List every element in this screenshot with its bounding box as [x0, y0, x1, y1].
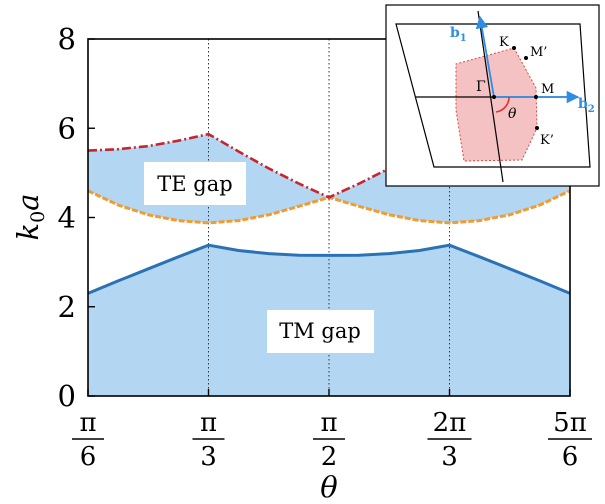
theta-arc — [495, 96, 510, 113]
y-tick-label: 6 — [58, 111, 76, 145]
te-gap-upper-boundary — [88, 132, 570, 199]
m-label: M — [541, 82, 554, 97]
te-gap-label: TE gap — [157, 172, 232, 196]
x-tick-denominator: 2 — [321, 442, 338, 472]
gamma-label: Γ — [476, 79, 486, 95]
b1-label: b1 — [450, 25, 467, 44]
x-tick-numerator: 2π — [433, 408, 467, 438]
x-tick-denominator: 6 — [80, 442, 97, 472]
brillouin-zone-inset: b1 b2 Γ K M’ M K’ θ — [385, 4, 600, 187]
y-tick-label: 0 — [58, 379, 76, 413]
te-gap-label-box — [144, 162, 246, 205]
x-tick-numerator: π — [200, 408, 217, 438]
x-axis-label: θ — [320, 470, 337, 504]
m-point — [534, 95, 538, 99]
y-tick-label: 8 — [58, 22, 76, 56]
k-prime-label: K’ — [540, 133, 554, 148]
tm-gap-upper-boundary — [88, 243, 570, 295]
y-tick-label: 4 — [58, 201, 76, 235]
theta-label: θ — [508, 106, 517, 122]
x-tick-numerator: π — [79, 408, 96, 438]
x-tick-denominator: 6 — [562, 442, 579, 472]
x-tick-numerator: 5π — [553, 408, 587, 438]
x-tick-denominator: 3 — [200, 442, 217, 472]
m-prime-label: M’ — [530, 45, 547, 60]
y-axis-label: k0a — [11, 194, 49, 241]
b2-label: b2 — [578, 96, 595, 115]
m-prime-point — [524, 56, 528, 60]
k-prime-point — [535, 126, 539, 130]
x-axis-ticks: π 6 π 3 π 2 2π 3 5π 6 — [72, 389, 592, 472]
tm-gap-label: TM gap — [279, 319, 361, 343]
inset-vertical-line — [477, 10, 504, 183]
k-point — [512, 46, 516, 50]
x-tick-denominator: 3 — [441, 442, 458, 472]
y-axis-ticks: 0 2 4 6 8 — [58, 22, 95, 413]
k-label: K — [499, 35, 509, 50]
y-tick-label: 2 — [58, 290, 76, 324]
tm-gap-label-box — [267, 310, 374, 353]
inset-hexagon-zone — [455, 47, 538, 162]
b1-vector — [475, 15, 495, 98]
inset-lattice-parallelogram — [395, 23, 591, 168]
x-tick-numerator: π — [320, 408, 337, 438]
gamma-point — [492, 95, 496, 99]
